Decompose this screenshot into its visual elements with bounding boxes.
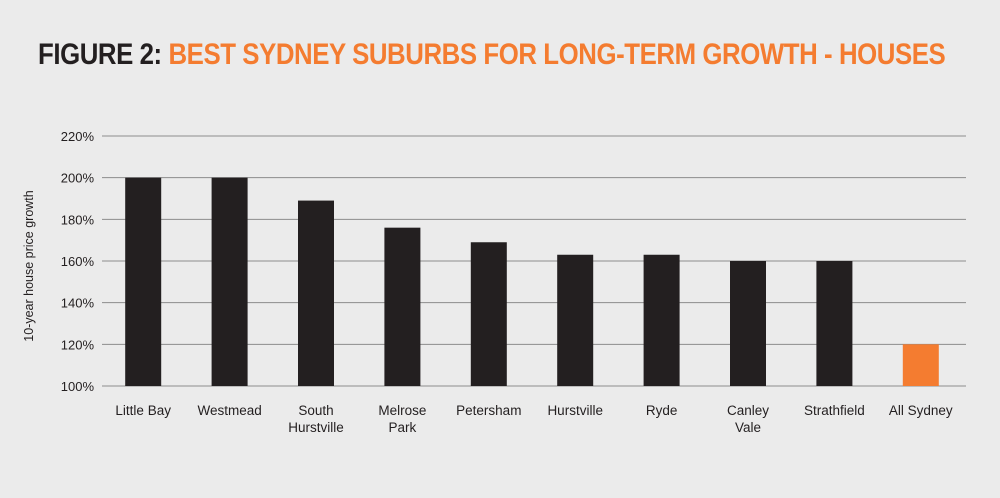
y-tick-label: 160% [61, 254, 95, 269]
y-tick-label: 220% [61, 129, 95, 144]
chart-title-text: BEST SYDNEY SUBURBS FOR LONG-TERM GROWTH… [168, 38, 946, 71]
x-category-label: All Sydney [889, 403, 953, 418]
bar [902, 344, 939, 386]
y-tick-label: 120% [61, 337, 95, 352]
y-axis-ticks: 100% 120% 140% 160% 180% 200% 220% [61, 129, 95, 394]
y-tick-label: 200% [61, 171, 95, 186]
bar [557, 254, 594, 386]
bar [470, 242, 507, 386]
chart-title: FIGURE 2: BEST SYDNEY SUBURBS FOR LONG-T… [38, 38, 946, 72]
x-category-label: Hurstville [547, 403, 603, 418]
y-axis-title: 10-year house price growth [22, 190, 36, 342]
bar [211, 177, 248, 386]
bar [125, 177, 162, 386]
x-category-label: Petersham [456, 403, 521, 418]
bar [384, 227, 421, 386]
bar [730, 261, 766, 386]
x-category-label: Little Bay [115, 403, 171, 418]
x-category-label: Ryde [646, 403, 678, 418]
y-tick-label: 100% [61, 379, 95, 394]
y-tick-label: 180% [61, 212, 95, 227]
x-category-label: Canley Vale [727, 403, 769, 435]
bar [298, 200, 334, 386]
bars [125, 177, 939, 386]
bar [816, 261, 853, 386]
x-category-label: Strathfield [804, 403, 865, 418]
x-category-label: South Hurstville [288, 403, 344, 435]
bar [643, 254, 680, 386]
x-category-label: Melrose Park [378, 403, 426, 435]
x-axis-labels: Little Bay Westmead South Hurstville Melrose… [115, 403, 952, 435]
y-tick-label: 140% [61, 296, 95, 311]
x-category-label: Westmead [197, 403, 261, 418]
figure-number: FIGURE 2: [38, 38, 162, 71]
